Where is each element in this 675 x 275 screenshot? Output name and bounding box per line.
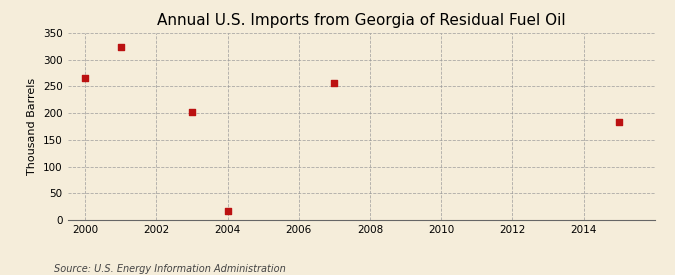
Point bbox=[115, 45, 126, 50]
Title: Annual U.S. Imports from Georgia of Residual Fuel Oil: Annual U.S. Imports from Georgia of Resi… bbox=[157, 13, 566, 28]
Text: Source: U.S. Energy Information Administration: Source: U.S. Energy Information Administ… bbox=[54, 264, 286, 274]
Y-axis label: Thousand Barrels: Thousand Barrels bbox=[27, 78, 37, 175]
Point bbox=[614, 120, 624, 124]
Point bbox=[80, 76, 90, 81]
Point bbox=[329, 81, 340, 85]
Point bbox=[187, 110, 198, 114]
Point bbox=[222, 209, 233, 213]
